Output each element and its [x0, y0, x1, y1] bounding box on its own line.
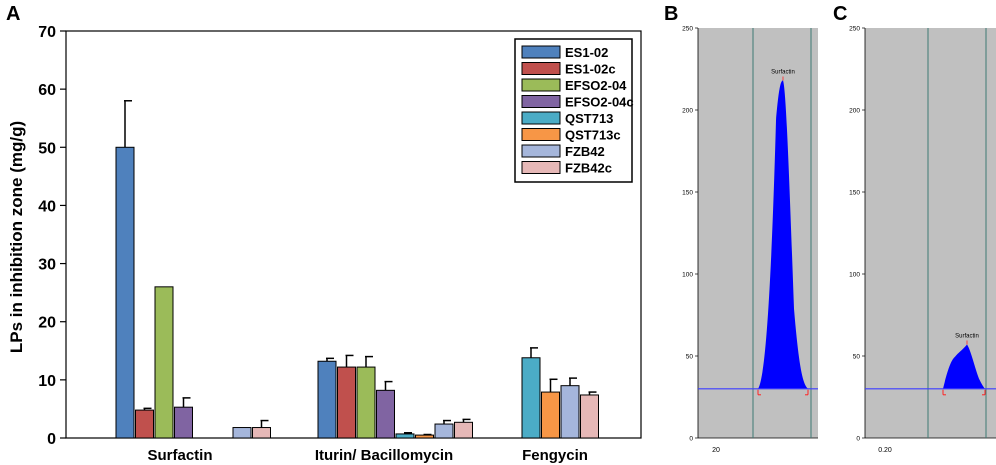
y-tick-label: 150: [682, 190, 693, 197]
legend-label: EFSO2-04c: [565, 95, 634, 110]
bar-fzb42c: [580, 394, 599, 439]
bar-fzb42: [232, 427, 252, 439]
panel-c-label: C: [833, 3, 847, 25]
y-tick-label: 40: [38, 198, 56, 215]
legend-swatch: [521, 111, 561, 125]
legend-label: FZB42: [565, 144, 605, 159]
y-tick-label: 30: [38, 257, 56, 274]
panel-b-chromatogram: B 0 50 100 150 200 250 Surfactin 20: [664, 3, 818, 454]
y-tick-label: 0: [47, 431, 56, 448]
bars: [115, 100, 599, 439]
y-tick-label: 60: [38, 82, 56, 99]
bar-es1-02: [115, 146, 135, 439]
y-tick-label: 150: [849, 190, 860, 197]
panel-c-chromatogram: C 0 50 100 150 200 250 Surfactin 0.20: [833, 3, 996, 454]
y-axis-ticks: 0 10 20 30 40 50 60 70: [38, 24, 66, 448]
y-tick-label: 70: [38, 24, 56, 41]
y-tick-label: 200: [849, 108, 860, 115]
y-axis-ticks-b: 0 50 100 150 200 250: [682, 26, 698, 443]
legend-label: ES1-02c: [565, 62, 616, 77]
y-tick-label: 50: [853, 354, 861, 361]
legend-label: EFSO2-04: [565, 78, 627, 93]
x-tick-label-b: 20: [712, 447, 720, 454]
legend-swatch: [521, 45, 561, 59]
bar-qst713: [395, 433, 415, 439]
integration-brackets-b: [757, 76, 809, 396]
surfactin-peak-c: [943, 344, 985, 389]
bar-qst713c: [415, 434, 434, 439]
peak-label-c: Surfactin: [955, 334, 979, 340]
y-tick-label: 100: [682, 272, 693, 279]
bar-fzb42c: [252, 427, 271, 439]
legend-swatch: [521, 62, 561, 75]
peak-label-b: Surfactin: [771, 69, 795, 75]
y-tick-label: 250: [682, 26, 693, 33]
y-tick-label: 20: [38, 315, 56, 332]
y-tick-label: 50: [686, 354, 694, 361]
y-axis-label: LPs in inhibition zone (mg/g): [7, 121, 26, 353]
y-tick-label: 0: [856, 436, 860, 443]
panel-b-label: B: [664, 3, 678, 25]
bar-es1-02: [317, 360, 337, 439]
legend-swatch: [521, 161, 561, 174]
y-tick-label: 100: [849, 272, 860, 279]
bar-efso2-04: [356, 366, 376, 439]
bar-efso2-04: [154, 286, 174, 439]
legend-swatch: [521, 95, 561, 108]
legend-label: QST713: [565, 111, 613, 126]
category-labels: Surfactin Iturin/ Bacillomycin Fengycin: [147, 447, 587, 464]
category-label-fengycin: Fengycin: [522, 447, 588, 464]
legend-label: QST713c: [565, 128, 621, 143]
y-tick-label: 200: [682, 108, 693, 115]
y-axis-ticks-c: 0 50 100 150 200 250: [849, 26, 865, 443]
legend-label: FZB42c: [565, 161, 612, 176]
category-label-surfactin: Surfactin: [147, 447, 212, 464]
legend-swatch: [521, 128, 561, 141]
legend-label: ES1-02: [565, 45, 608, 60]
panel-a-bar-chart: A LPs in inhibition zone (mg/g) 0 10 20 30 4…: [6, 3, 642, 464]
bar-qst713: [521, 357, 541, 439]
panel-a-label: A: [6, 3, 20, 25]
y-tick-label: 10: [38, 373, 56, 390]
legend-swatch: [521, 144, 561, 158]
bar-fzb42c: [454, 421, 473, 439]
y-tick-label: 250: [849, 26, 860, 33]
bar-es1-02c: [337, 366, 356, 439]
y-tick-label: 50: [38, 140, 56, 157]
bar-qst713c: [541, 391, 560, 439]
y-tick-label: 0: [689, 436, 693, 443]
x-tick-label-c: 0.20: [878, 447, 892, 454]
surfactin-peak-b: [758, 80, 808, 389]
integration-brackets-c: [942, 340, 986, 396]
bar-fzb42: [560, 385, 580, 439]
bar-efso2-04c: [174, 406, 193, 439]
bar-fzb42: [434, 423, 454, 439]
bar-es1-02c: [135, 409, 154, 439]
category-label-iturin: Iturin/ Bacillomycin: [315, 447, 453, 464]
bar-efso2-04c: [376, 389, 395, 439]
legend-swatch: [521, 78, 561, 92]
